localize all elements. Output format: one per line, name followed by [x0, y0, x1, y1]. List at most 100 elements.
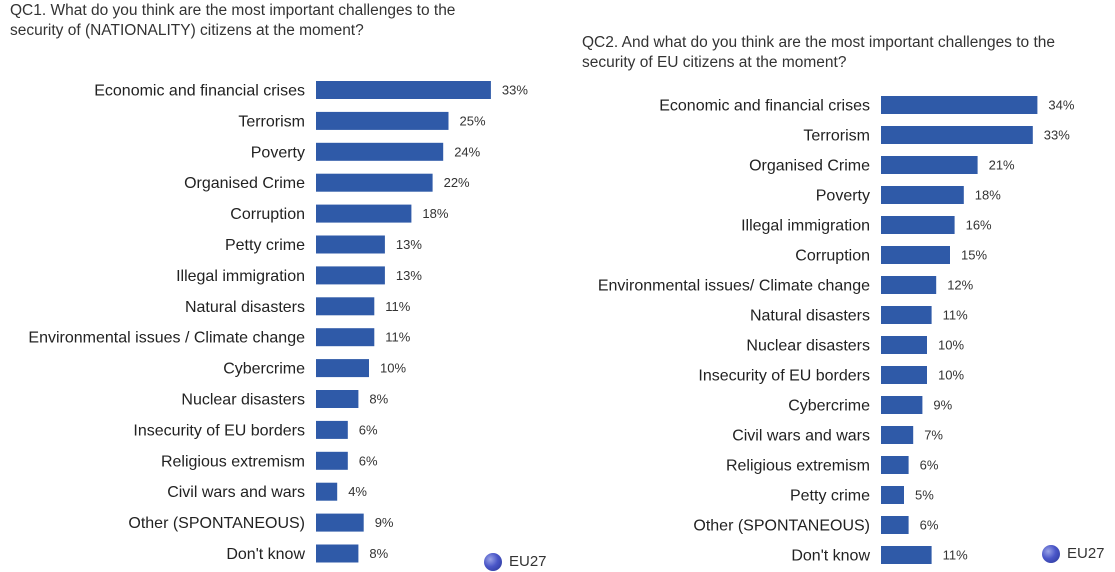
- category-label: Environmental issues/ Climate change: [598, 278, 870, 295]
- category-label: Civil wars and wars: [732, 428, 870, 445]
- category-label: Organised Crime: [184, 175, 305, 192]
- bar: [316, 111, 449, 130]
- value-label: 25%: [460, 113, 486, 128]
- bar: [881, 246, 950, 264]
- category-label: Religious extremism: [726, 458, 870, 475]
- chart-legend: EU27: [1042, 544, 1105, 564]
- bar: [316, 173, 433, 192]
- category-label: Environmental issues / Climate change: [28, 330, 305, 347]
- chart-title: QC2. And what do you think are the most …: [582, 34, 1056, 71]
- bar: [881, 216, 955, 234]
- value-label: 7%: [924, 428, 943, 443]
- category-label: Corruption: [230, 206, 305, 223]
- category-label: Natural disasters: [185, 299, 305, 316]
- value-label: 24%: [454, 144, 480, 159]
- value-label: 18%: [975, 188, 1001, 203]
- value-label: 8%: [369, 546, 388, 561]
- bar: [316, 235, 385, 254]
- category-label: Petty crime: [225, 237, 305, 254]
- qc1-chart-panel: QC1. What do you think are the most impo…: [0, 0, 548, 572]
- category-label: Cybercrime: [223, 361, 305, 378]
- category-label: Terrorism: [803, 128, 870, 145]
- bar: [316, 390, 359, 408]
- value-label: 11%: [385, 330, 410, 345]
- bar: [316, 451, 348, 470]
- bar: [881, 486, 904, 504]
- bar: [881, 456, 909, 474]
- chart-legend: EU27: [484, 552, 547, 572]
- category-label: Natural disasters: [750, 308, 870, 325]
- category-label: Illegal immigration: [741, 218, 870, 235]
- bar: [881, 156, 978, 174]
- value-label: 33%: [1044, 128, 1070, 143]
- category-label: Petty crime: [790, 488, 870, 505]
- category-label: Don't know: [791, 548, 870, 565]
- value-label: 6%: [920, 518, 939, 533]
- bar: [316, 142, 444, 161]
- category-label: Corruption: [795, 248, 870, 265]
- category-label: Other (SPONTANEOUS): [128, 515, 305, 532]
- qc2-bar-chart: Economic and financial crises 34% Terroris…: [598, 96, 1075, 565]
- legend-label: EU27: [1067, 545, 1105, 563]
- category-label: Poverty: [251, 144, 305, 161]
- value-label: 11%: [385, 299, 410, 314]
- category-label: Organised Crime: [749, 158, 870, 175]
- value-label: 9%: [375, 515, 394, 530]
- bar: [881, 396, 923, 414]
- value-label: 9%: [933, 398, 952, 413]
- qc1-bar-chart: Economic and financial crises 33% Terroris…: [28, 81, 528, 563]
- legend-marker-icon: [484, 553, 502, 572]
- value-label: 5%: [915, 488, 934, 503]
- bar: [316, 328, 375, 347]
- bar: [881, 426, 914, 444]
- category-label: Don't know: [226, 546, 305, 563]
- bar: [881, 516, 909, 534]
- bar: [316, 513, 364, 532]
- category-label: Religious extremism: [161, 453, 305, 470]
- value-label: 10%: [938, 368, 964, 383]
- legend-label: EU27: [509, 553, 547, 571]
- bar: [316, 359, 369, 378]
- category-label: Economic and financial crises: [659, 98, 870, 115]
- bar: [316, 482, 338, 501]
- bar: [316, 544, 359, 563]
- value-label: 15%: [961, 248, 987, 263]
- category-label: Cybercrime: [788, 398, 870, 415]
- bar: [316, 297, 375, 316]
- bar: [881, 306, 932, 324]
- category-label: Nuclear disasters: [181, 392, 305, 409]
- category-label: Terrorism: [238, 113, 305, 130]
- value-label: 12%: [947, 278, 973, 293]
- value-label: 11%: [943, 548, 968, 563]
- bar: [881, 186, 964, 204]
- category-label: Insecurity of EU borders: [133, 422, 305, 439]
- value-label: 34%: [1048, 98, 1074, 113]
- category-label: Other (SPONTANEOUS): [693, 518, 870, 535]
- bar: [316, 420, 348, 439]
- value-label: 8%: [369, 392, 388, 407]
- value-label: 6%: [920, 458, 939, 473]
- value-label: 13%: [396, 237, 422, 252]
- value-label: 6%: [359, 453, 378, 468]
- bar: [881, 126, 1033, 144]
- bar: [881, 96, 1038, 114]
- category-label: Poverty: [816, 188, 870, 205]
- category-label: Insecurity of EU borders: [698, 368, 870, 385]
- category-label: Economic and financial crises: [94, 83, 305, 100]
- bar: [316, 81, 491, 99]
- value-label: 13%: [396, 268, 422, 283]
- value-label: 21%: [989, 158, 1015, 173]
- bar: [881, 276, 937, 294]
- value-label: 18%: [422, 206, 448, 221]
- bar: [316, 204, 412, 223]
- category-label: Illegal immigration: [176, 268, 305, 285]
- value-label: 10%: [938, 338, 964, 353]
- bar: [881, 336, 927, 354]
- value-label: 33%: [502, 83, 528, 98]
- bar: [316, 266, 385, 285]
- category-label: Nuclear disasters: [746, 338, 870, 355]
- category-label: Civil wars and wars: [167, 484, 305, 501]
- legend-marker-icon: [1042, 545, 1060, 564]
- value-label: 4%: [348, 484, 367, 499]
- qc2-chart-panel: QC2. And what do you think are the most …: [560, 0, 1115, 565]
